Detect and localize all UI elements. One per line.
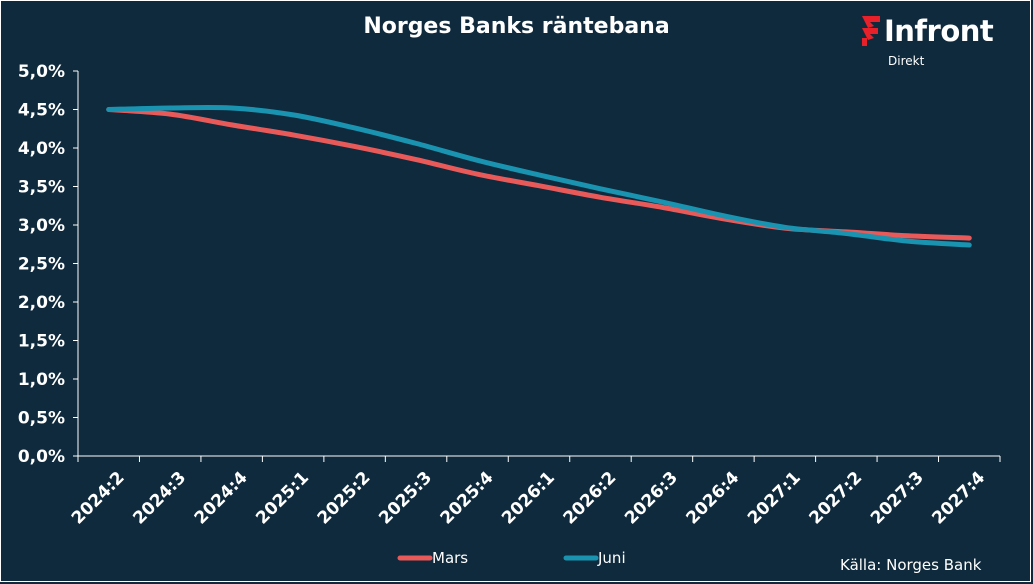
y-tick-label: 1,0% <box>18 370 65 390</box>
data-point <box>230 106 234 110</box>
legend-label: Juni <box>597 549 626 567</box>
y-tick-label: 1,5% <box>18 332 65 352</box>
logo-wordmark: Infront <box>884 14 994 48</box>
data-point <box>168 106 172 110</box>
series-juni <box>106 104 972 248</box>
legend-label: Mars <box>432 549 468 567</box>
y-tick-label: 3,0% <box>18 216 65 236</box>
x-tick-label: 2026:4 <box>683 468 744 529</box>
data-point <box>967 236 971 240</box>
x-tick-label: 2025:1 <box>252 468 313 529</box>
data-point <box>660 200 664 204</box>
data-point <box>660 205 664 209</box>
chart-title: Norges Banks räntebana <box>363 14 670 39</box>
data-point <box>107 108 111 111</box>
y-tick-label: 4,5% <box>18 101 65 121</box>
data-point <box>168 112 172 116</box>
series-lines <box>106 104 972 248</box>
data-point <box>844 231 848 235</box>
y-tick-label: 0,0% <box>18 447 65 467</box>
x-tick-label: 2024:2 <box>68 468 129 529</box>
x-tick-label: 2025:4 <box>437 468 498 529</box>
y-tick-label: 3,5% <box>18 178 65 198</box>
data-point <box>291 113 295 117</box>
y-tick-label: 4,0% <box>18 139 65 159</box>
data-point <box>537 173 541 177</box>
y-axis: 0,0% 0,5% 1,0% 1,5% 2,0% 2,5% 3,0% 3,5% 4,0% 4,5%… <box>18 62 79 467</box>
x-tick-label: 2026:1 <box>498 468 559 529</box>
logo-subtitle: Direkt <box>888 54 925 68</box>
data-point <box>353 126 357 130</box>
data-point <box>783 225 787 229</box>
data-point <box>598 187 602 191</box>
infront-mark-icon <box>862 16 880 46</box>
x-tick-label: 2024:4 <box>191 468 252 529</box>
infront-logo: Infront Direkt <box>860 12 1020 72</box>
legend: Mars Juni <box>397 549 626 567</box>
data-point <box>537 184 541 188</box>
x-tick-label: 2026:2 <box>560 468 621 529</box>
x-tick-label: 2025:2 <box>314 468 375 529</box>
x-tick-label: 2027:4 <box>928 468 989 529</box>
y-tick-label: 2,5% <box>18 255 65 275</box>
data-point <box>476 172 480 176</box>
x-tick-label: 2027:3 <box>867 468 928 529</box>
data-point <box>291 133 295 137</box>
x-tick-label: 2027:2 <box>806 468 867 529</box>
x-tick-label: 2027:1 <box>744 468 805 529</box>
x-tick-label: 2026:3 <box>621 468 682 529</box>
x-tick-label: 2025:3 <box>375 468 436 529</box>
x-tick-label: 2024:3 <box>129 468 190 529</box>
y-tick-label: 0,5% <box>18 409 65 429</box>
data-point <box>906 239 910 243</box>
data-point <box>230 123 234 127</box>
data-point <box>476 158 480 162</box>
data-point <box>414 141 418 145</box>
source-note: Källa: Norges Bank <box>840 556 982 574</box>
x-axis: 2024:2 2024:3 2024:4 2025:1 2025:2 2025:3 2025… <box>68 455 1001 529</box>
data-point <box>598 195 602 199</box>
data-point <box>353 144 357 148</box>
data-point <box>906 234 910 238</box>
data-point <box>721 214 725 218</box>
data-point <box>414 158 418 162</box>
y-tick-label: 5,0% <box>18 62 65 82</box>
y-tick-label: 2,0% <box>18 293 65 313</box>
data-point <box>967 243 971 247</box>
